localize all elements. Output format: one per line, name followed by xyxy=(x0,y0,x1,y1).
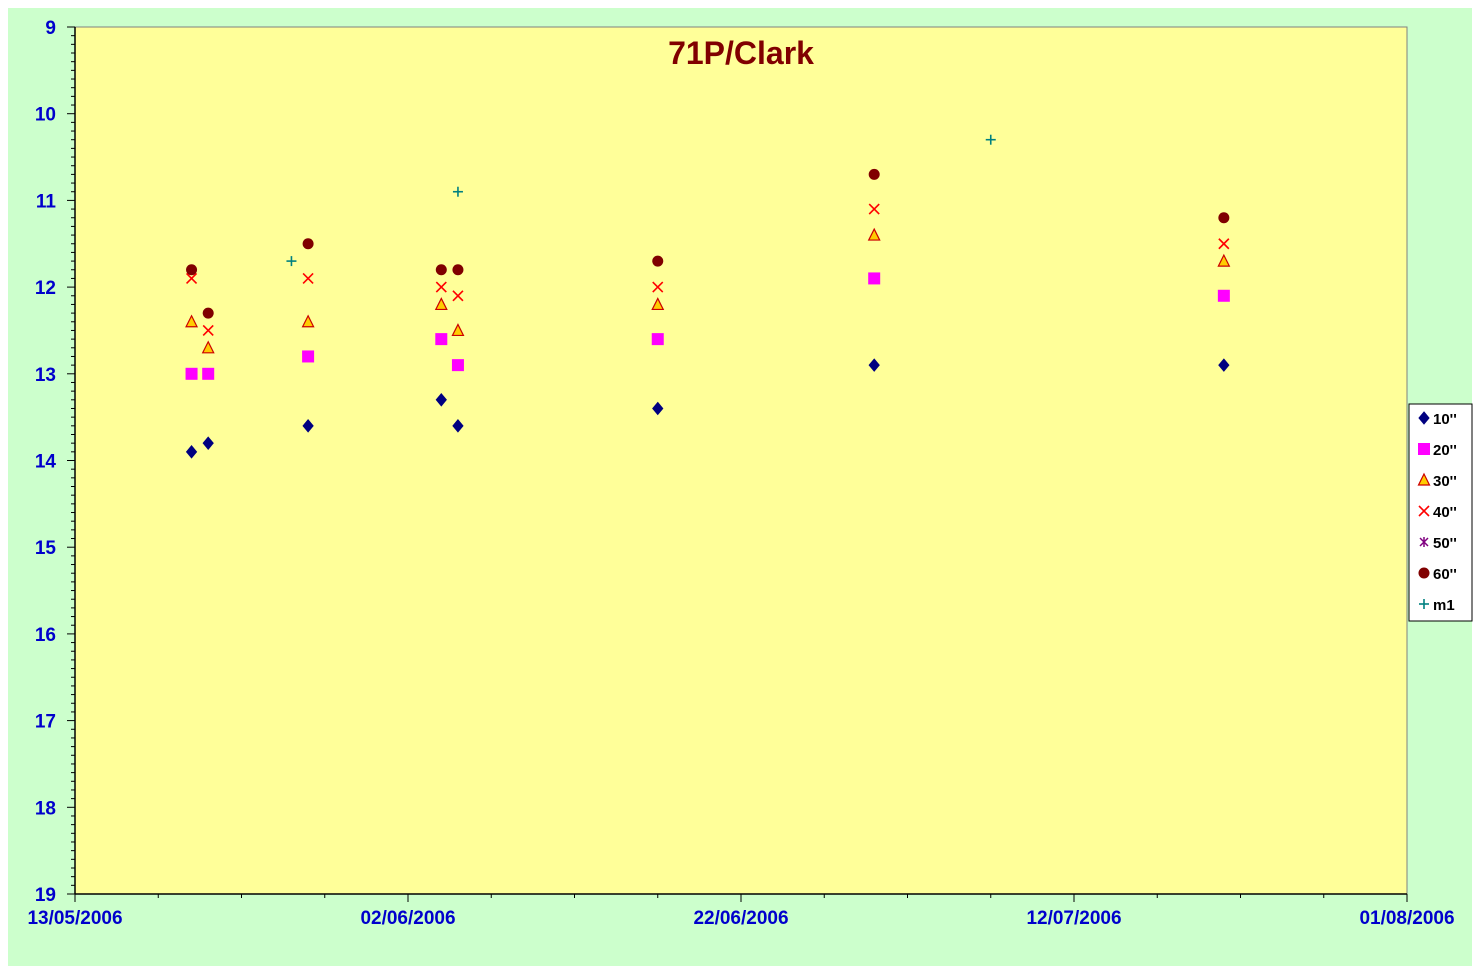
data-point xyxy=(302,238,314,250)
y-tick-label: 15 xyxy=(35,538,57,559)
series-2 xyxy=(185,227,1231,354)
series-3 xyxy=(185,203,1230,337)
data-point xyxy=(202,436,214,450)
data-point xyxy=(202,324,214,337)
y-tick-label: 16 xyxy=(35,625,56,646)
data-point xyxy=(302,272,314,284)
data-point xyxy=(451,359,464,372)
data-point xyxy=(185,367,198,380)
data-point xyxy=(652,281,664,293)
legend-marker xyxy=(1419,599,1429,609)
x-tick-label: 02/06/2006 xyxy=(360,908,455,929)
data-point xyxy=(1217,253,1231,267)
legend-marker xyxy=(1418,567,1430,579)
data-point xyxy=(452,290,464,302)
x-tick-label: 01/08/2006 xyxy=(1359,908,1454,929)
data-point xyxy=(201,340,215,354)
data-point xyxy=(985,134,996,145)
y-tick-label: 19 xyxy=(35,885,56,906)
data-point xyxy=(868,203,880,215)
data-point xyxy=(202,367,215,380)
data-point xyxy=(868,168,880,180)
series-1 xyxy=(185,272,1230,380)
data-point xyxy=(868,272,881,285)
data-point xyxy=(1218,358,1230,372)
y-tick-label: 17 xyxy=(35,712,56,733)
data-point xyxy=(434,297,448,311)
legend-marker xyxy=(1418,443,1430,455)
data-point xyxy=(651,333,664,346)
data-point xyxy=(652,255,664,267)
legend-label: 20'' xyxy=(1433,442,1457,459)
y-tick-label: 13 xyxy=(35,365,56,386)
legend-marker xyxy=(1418,411,1430,425)
y-tick-label: 18 xyxy=(35,798,56,819)
data-point xyxy=(651,297,665,311)
data-point xyxy=(868,358,880,372)
data-point xyxy=(867,227,881,241)
data-point xyxy=(202,307,214,319)
y-tick-label: 9 xyxy=(45,18,56,39)
series-6 xyxy=(286,134,996,267)
legend-label: 50'' xyxy=(1433,535,1457,552)
data-point xyxy=(435,393,447,407)
series-5 xyxy=(186,168,1230,319)
data-point xyxy=(652,401,664,416)
data-point xyxy=(452,419,464,433)
data-point xyxy=(1217,289,1230,302)
data-point xyxy=(301,314,315,328)
data-point xyxy=(185,314,199,328)
data-point xyxy=(186,264,198,276)
data-marks xyxy=(185,134,1231,459)
data-point xyxy=(185,272,198,284)
x-tick-label: 12/07/2006 xyxy=(1026,908,1121,929)
data-point xyxy=(302,350,315,363)
x-tick-label: 13/05/2006 xyxy=(27,908,122,929)
legend-label: 60'' xyxy=(1433,566,1457,583)
data-point xyxy=(452,186,463,197)
legend-box xyxy=(1408,403,1473,622)
legend-label: 40'' xyxy=(1433,504,1457,521)
y-tick-label: 10 xyxy=(35,105,56,126)
series-0 xyxy=(185,358,1230,459)
legend-marker xyxy=(1417,472,1431,486)
data-point xyxy=(452,264,464,276)
data-point xyxy=(185,445,198,459)
legend-label: m1 xyxy=(1433,597,1455,614)
data-point xyxy=(451,323,465,337)
data-point xyxy=(1218,212,1230,224)
data-point xyxy=(435,281,447,293)
legend-label: 10'' xyxy=(1433,411,1457,428)
legend-marker xyxy=(1419,537,1429,547)
data-point xyxy=(1218,238,1230,250)
y-tick-label: 11 xyxy=(36,191,57,212)
legend: 10'' 20'' 30'' 40'' 50'' 60'' m1 xyxy=(1408,403,1473,622)
data-point xyxy=(435,333,448,346)
y-tick-label: 12 xyxy=(35,278,56,299)
chart-title: 71P/Clark xyxy=(668,35,814,71)
data-point xyxy=(302,419,314,433)
plot-area xyxy=(74,26,1408,895)
data-point xyxy=(435,264,447,276)
x-tick-label: 22/06/2006 xyxy=(693,908,788,929)
data-point xyxy=(286,256,297,267)
legend-label: 30'' xyxy=(1433,473,1457,490)
legend-marker xyxy=(1418,505,1430,517)
y-tick-label: 14 xyxy=(35,452,57,473)
